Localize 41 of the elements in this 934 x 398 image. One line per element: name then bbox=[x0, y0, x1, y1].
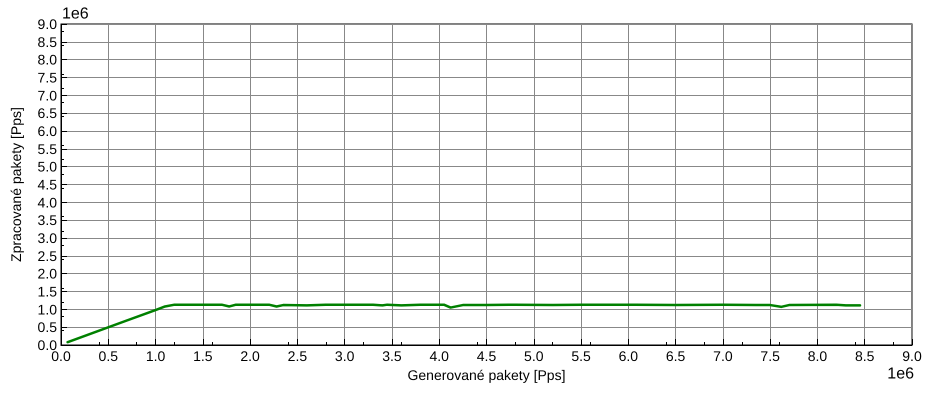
x-tick-label: 5.0 bbox=[524, 348, 544, 364]
x-tick-label: 7.0 bbox=[713, 348, 733, 364]
y-tick-label: 8.5 bbox=[38, 34, 58, 50]
x-tick-label: 2.0 bbox=[240, 348, 260, 364]
x-tick-label: 2.5 bbox=[288, 348, 308, 364]
text: 1e6 bbox=[887, 366, 914, 382]
x-tick-label: 8.5 bbox=[854, 348, 875, 364]
y-tick-label: 4.0 bbox=[38, 194, 58, 210]
x-axis-title: Generované pakety [Pps] bbox=[408, 366, 566, 383]
y-tick-label: 7.0 bbox=[38, 87, 58, 104]
y-tick-label: 0.5 bbox=[38, 319, 58, 336]
x-tick-label: 1.0 bbox=[146, 348, 166, 364]
y-tick-label: 8.0 bbox=[38, 52, 58, 68]
x-tick-label: 9.0 bbox=[902, 348, 922, 364]
y-tick-label: 9.0 bbox=[38, 16, 58, 32]
y-tick-label: 2.5 bbox=[38, 248, 58, 264]
x-tick-label: 7.5 bbox=[760, 348, 780, 364]
y-tick-label: 6.5 bbox=[38, 105, 58, 122]
x-tick-label: 0.5 bbox=[98, 348, 118, 364]
y-tick-label: 3.0 bbox=[38, 230, 58, 246]
y-tick-label: 1.5 bbox=[38, 284, 58, 300]
y-tick-label: 3.5 bbox=[38, 212, 58, 228]
y-tick-label: 5.5 bbox=[38, 140, 58, 157]
x-tick-label: 1.5 bbox=[193, 348, 213, 364]
x-tick-label: 5.5 bbox=[571, 348, 591, 364]
x-tick-label: 8.0 bbox=[808, 348, 828, 364]
line-series bbox=[66, 303, 862, 344]
x-tick-label: 4.0 bbox=[429, 348, 450, 364]
y-axis-title: Zpracované pakety [Pps] bbox=[8, 107, 24, 262]
y-tick-label: 5.0 bbox=[38, 158, 58, 175]
text: 1e6 bbox=[62, 6, 89, 22]
y-tick-label: 4.5 bbox=[38, 176, 58, 192]
y-tick-label: 2.0 bbox=[38, 266, 58, 282]
x-tick-label: 6.5 bbox=[666, 348, 686, 364]
x-tick-label: 3.0 bbox=[334, 348, 355, 364]
x-tick-label: 3.5 bbox=[382, 348, 402, 364]
x-tick-label: 4.5 bbox=[476, 348, 496, 364]
y-tick-label: 6.0 bbox=[38, 123, 58, 139]
y-tick-label: 1.0 bbox=[38, 301, 58, 318]
x-tick-label: 6.0 bbox=[618, 348, 638, 364]
y-tick-label: 7.5 bbox=[38, 70, 58, 86]
